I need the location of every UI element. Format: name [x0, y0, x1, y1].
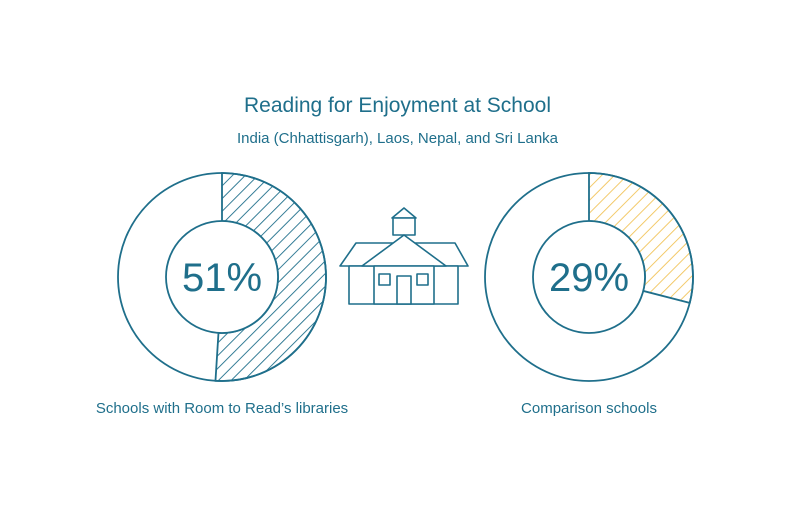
donut-comparison: 29%: [484, 172, 694, 382]
donut-inner-ring-libraries: [165, 220, 279, 334]
donut-libraries: 51%: [117, 172, 327, 382]
donut-value-comparison: 29%: [549, 256, 629, 300]
schoolhouse-icon: [339, 207, 469, 305]
label-libraries: Schools with Room to Read’s libraries: [95, 400, 349, 417]
donut-inner-ring-comparison: [532, 220, 646, 334]
donut-outer-ring-comparison: [484, 172, 694, 382]
donut-value-libraries: 51%: [182, 256, 262, 300]
label-comparison: Comparison schools: [521, 400, 657, 417]
donut-outer-ring-libraries: [117, 172, 327, 382]
chart-title: Reading for Enjoyment at School: [243, 94, 551, 117]
chart-subtitle: India (Chhattisgarh), Laos, Nepal, and S…: [236, 130, 559, 147]
